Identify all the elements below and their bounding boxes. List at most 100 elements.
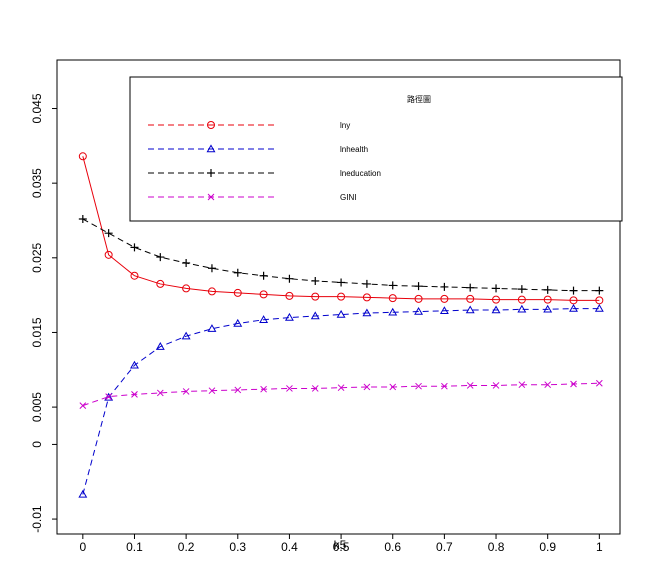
- data-point-plus: [104, 229, 113, 238]
- plot-frame: [56, 59, 621, 535]
- data-point-circle: [259, 290, 268, 299]
- y-tick-label: 0.015: [30, 317, 44, 347]
- x-tick-label: 0.7: [436, 540, 453, 554]
- legend-title: 路徑圖: [407, 94, 431, 104]
- data-point-circle: [517, 295, 526, 304]
- x-tick-label: 0.8: [488, 540, 505, 554]
- data-point-plus: [78, 214, 87, 223]
- data-point-cross: [182, 388, 190, 395]
- data-point-circle: [492, 295, 501, 304]
- data-point-cross: [466, 382, 474, 389]
- data-point-plus: [466, 283, 475, 292]
- data-point-circle: [388, 294, 397, 303]
- legend-entry-GINI: GINI: [148, 193, 356, 202]
- series-line-lneducation: [82, 218, 600, 292]
- data-point-circle: [233, 288, 242, 297]
- y-axis: -0.01 0 0.005 0.015 0.025 0.035 0.045: [30, 93, 57, 533]
- legend-label: lnhealth: [340, 145, 368, 154]
- x-tick-label: 0.2: [178, 540, 195, 554]
- data-point-triangle: [130, 360, 139, 369]
- legend-label: lny: [340, 121, 350, 130]
- x-axis: 0 0.1 0.2 0.3 0.4 0.5 0.6 0.7 0.8 0.9 1: [79, 534, 603, 554]
- data-point-circle: [543, 295, 552, 304]
- data-point-triangle: [310, 311, 320, 320]
- data-point-plus: [543, 285, 552, 294]
- data-point-triangle: [414, 306, 424, 315]
- legend-entry-lny: lny: [148, 121, 350, 130]
- data-point-cross: [595, 379, 603, 387]
- data-point-triangle: [465, 305, 475, 314]
- data-point-triangle: [284, 312, 294, 321]
- data-point-cross: [156, 389, 164, 397]
- data-point-triangle: [78, 489, 88, 498]
- data-point-circle: [466, 294, 475, 303]
- data-point-plus: [311, 276, 320, 285]
- data-point-cross: [260, 385, 267, 393]
- data-point-cross: [544, 381, 552, 389]
- data-point-plus: [492, 284, 501, 293]
- x-tick-label: 0.4: [281, 540, 298, 554]
- data-point-circle: [362, 293, 371, 302]
- data-point-cross: [311, 385, 319, 392]
- y-tick-label: 0: [30, 441, 44, 448]
- x-tick-label: 0.3: [229, 540, 246, 554]
- y-tick-label: 0.035: [30, 168, 44, 198]
- data-point-cross: [286, 385, 293, 392]
- data-point-triangle: [388, 307, 398, 316]
- data-point-plus: [130, 243, 139, 252]
- data-point-cross: [441, 382, 448, 390]
- data-point-triangle: [207, 324, 217, 332]
- data-point-circle: [337, 292, 346, 301]
- data-point-circle: [311, 292, 320, 301]
- series-lneducation: [78, 214, 604, 295]
- x-tick-label: 0: [79, 540, 86, 554]
- data-point-cross: [337, 384, 345, 392]
- data-point-cross: [492, 382, 500, 389]
- data-point-circle: [569, 296, 578, 305]
- data-point-plus: [259, 271, 268, 280]
- data-point-triangle: [439, 306, 449, 315]
- series-line-GINI: [82, 382, 600, 407]
- data-point-plus: [337, 278, 346, 287]
- x-tick-label: 1: [596, 540, 603, 554]
- data-point-plus: [595, 286, 604, 295]
- series-layer: [78, 152, 604, 498]
- data-point-plus: [362, 279, 371, 288]
- data-point-plus: [233, 268, 242, 277]
- x-tick-label: 0.1: [126, 540, 143, 554]
- data-point-circle: [285, 291, 294, 300]
- series-lny: [78, 152, 604, 305]
- data-point-triangle: [336, 309, 346, 318]
- data-point-cross: [131, 391, 138, 398]
- series-line-lny: [82, 156, 600, 301]
- y-tick-label: 0.025: [30, 242, 44, 272]
- data-point-plus: [414, 282, 423, 291]
- data-point-triangle: [569, 303, 578, 312]
- data-point-plus: [207, 264, 216, 273]
- legend-label: GINI: [340, 193, 356, 202]
- data-point-triangle: [206, 144, 216, 153]
- data-point-cross: [415, 382, 422, 390]
- data-point-circle: [414, 294, 423, 303]
- data-point-triangle: [259, 315, 269, 323]
- data-point-triangle: [517, 304, 527, 313]
- data-point-triangle: [543, 304, 553, 313]
- legend-entry-lneducation: lneducation: [148, 169, 381, 178]
- data-point-circle: [78, 152, 87, 161]
- data-point-triangle: [362, 308, 372, 317]
- legend-entries: lny lnhealth lneducation GINI: [148, 121, 381, 202]
- y-tick-label: 0.045: [30, 93, 44, 123]
- data-point-cross: [105, 393, 113, 401]
- x-axis-label: k5: [334, 538, 347, 552]
- data-point-circle: [207, 121, 215, 129]
- data-point-circle: [595, 296, 604, 305]
- data-point-cross: [570, 380, 577, 388]
- x-tick-label: 0.6: [384, 540, 401, 554]
- data-point-triangle: [491, 305, 501, 314]
- data-point-cross: [207, 193, 215, 201]
- data-point-cross: [518, 381, 526, 389]
- y-tick-label: -0.01: [30, 505, 44, 533]
- data-point-circle: [104, 250, 113, 259]
- data-point-cross: [389, 383, 397, 391]
